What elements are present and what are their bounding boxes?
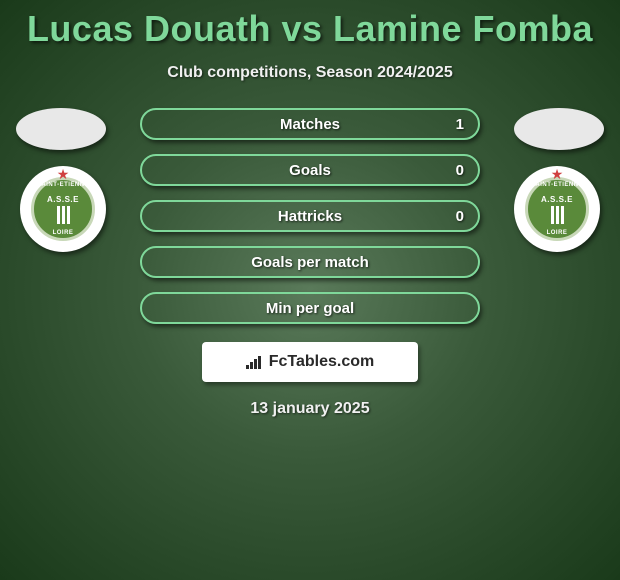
stat-label: Hattricks (278, 208, 342, 225)
date-label: 13 january 2025 (0, 400, 620, 418)
subtitle: Club competitions, Season 2024/2025 (0, 64, 620, 82)
badge-stripes (551, 206, 564, 224)
stats-bars: Matches 1 Goals 0 Hattricks 0 Goals per … (140, 108, 480, 324)
stat-value: 0 (456, 208, 464, 225)
club-badge-left-inner: ★ SAINT-ETIENNE A.S.S.E LOIRE (31, 177, 95, 241)
comparison-content: ★ SAINT-ETIENNE A.S.S.E LOIRE ★ SAINT-ET… (0, 108, 620, 418)
source-text: FcTables.com (269, 353, 375, 371)
club-left-name: SAINT-ETIENNE (37, 182, 89, 188)
stat-label: Goals per match (251, 254, 369, 271)
source-attribution: FcTables.com (202, 342, 418, 382)
page-title: Lucas Douath vs Lamine Fomba (0, 0, 620, 50)
badge-stripes (57, 206, 70, 224)
club-badge-right-inner: ★ SAINT-ETIENNE A.S.S.E LOIRE (525, 177, 589, 241)
stat-bar-min-per-goal: Min per goal (140, 292, 480, 324)
stat-value: 0 (456, 162, 464, 179)
club-right-name: SAINT-ETIENNE (531, 182, 583, 188)
stat-bar-hattricks: Hattricks 0 (140, 200, 480, 232)
player-left-avatar (16, 108, 106, 150)
club-left-abbr: A.S.S.E (47, 195, 79, 204)
club-left-city: LOIRE (53, 230, 74, 236)
stat-label: Matches (280, 116, 340, 133)
star-icon: ★ (57, 166, 70, 183)
star-icon: ★ (551, 166, 564, 183)
stat-value: 1 (456, 116, 464, 133)
club-right-city: LOIRE (547, 230, 568, 236)
club-right-abbr: A.S.S.E (541, 195, 573, 204)
chart-icon (246, 355, 264, 369)
stat-label: Min per goal (266, 300, 354, 317)
stat-label: Goals (289, 162, 331, 179)
stat-bar-goals-per-match: Goals per match (140, 246, 480, 278)
stat-bar-goals: Goals 0 (140, 154, 480, 186)
club-badge-left: ★ SAINT-ETIENNE A.S.S.E LOIRE (20, 166, 106, 252)
stat-bar-matches: Matches 1 (140, 108, 480, 140)
club-badge-right: ★ SAINT-ETIENNE A.S.S.E LOIRE (514, 166, 600, 252)
player-right-avatar (514, 108, 604, 150)
